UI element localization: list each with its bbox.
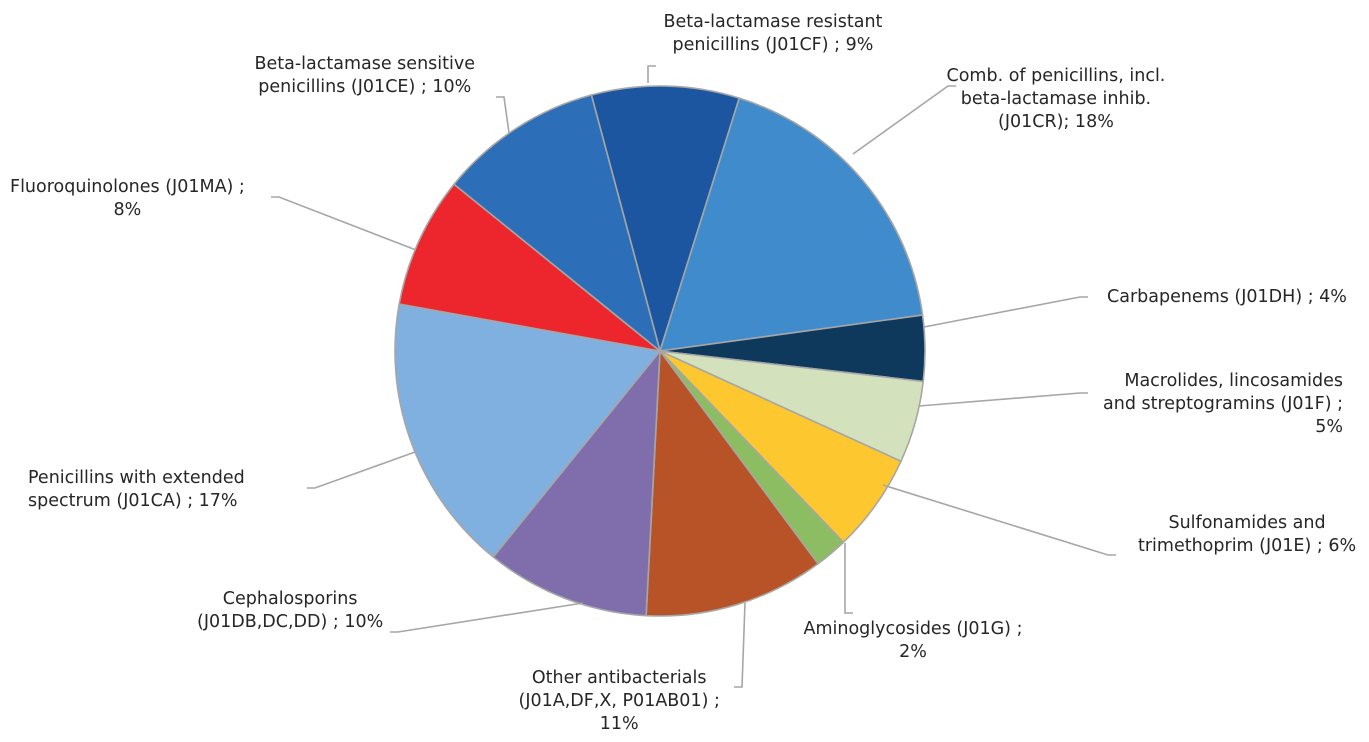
leader-line	[647, 65, 656, 83]
slice-label: Other antibacterials (J01A,DF,X, P01AB01)…	[519, 667, 720, 736]
slice-label-line: Sulfonamides and	[1168, 513, 1326, 533]
leader-line	[390, 602, 584, 633]
leader-line	[923, 296, 1088, 328]
leader-line	[852, 85, 956, 155]
slice-label-line: Fluoroquinolones (J01MA) ;	[10, 177, 245, 197]
slice-label-line: Penicillins with extended	[28, 468, 245, 488]
slice-label-line: 2%	[899, 642, 927, 662]
slice-label: Cephalosporins (J01DB,DC,DD) ; 10%	[197, 588, 383, 634]
slice-label-line: Aminoglycosides (J01G) ;	[803, 619, 1023, 639]
slice-label-line: Carbapenems (J01DH) ; 4%	[1107, 287, 1347, 307]
slice-label-line: penicillins (J01CF) ; 9%	[672, 35, 874, 55]
slice-label: Fluoroquinolones (J01MA) ; 8%	[10, 176, 245, 222]
slice-label-line: Macrolides, lincosamides	[1124, 371, 1344, 391]
slice-label-line: spectrum (J01CA) ; 17%	[28, 491, 238, 511]
leader-line	[307, 451, 416, 489]
slice-label-line: Cephalosporins	[222, 589, 358, 609]
slice-label-line: and streptogramins (J01F) ;	[1103, 394, 1344, 414]
pie-slice	[492, 348, 661, 617]
pie-slice	[394, 303, 662, 559]
slice-label: Macrolides, lincosamides and streptogrami…	[1103, 370, 1343, 439]
pie-slice	[645, 348, 820, 617]
pie-slice	[452, 94, 662, 354]
pie-slice	[398, 183, 661, 352]
leader-line	[882, 484, 1116, 556]
leader-line	[734, 602, 746, 688]
slice-label-line: 8%	[113, 200, 142, 220]
slice-label-line: penicillins (J01CE) ; 10%	[258, 77, 472, 97]
slice-label-line: (J01CR); 18%	[998, 112, 1114, 132]
slice-label: Carbapenems (J01DH) ; 4%	[1107, 286, 1347, 309]
slice-label: Beta-lactamase sensitive penicillins (J01…	[255, 53, 476, 99]
slice-label-line: Other antibacterials	[531, 668, 707, 688]
pie-slices	[394, 85, 926, 617]
slice-label-line: Beta-lactamase sensitive	[254, 54, 476, 74]
slice-label: Sulfonamides and trimethoprim (J01E) ; 6%	[1138, 512, 1356, 558]
leader-line	[271, 196, 417, 251]
pie-slice	[658, 97, 924, 352]
slice-label-line: 5%	[1315, 417, 1344, 437]
slice-label-line: trimethoprim (J01E) ; 6%	[1138, 536, 1357, 556]
leader-line	[918, 392, 1088, 407]
leader-line	[844, 543, 853, 614]
slice-label-line: (J01DB,DC,DD) ; 10%	[197, 612, 384, 632]
slice-label: Aminoglycosides (J01G) ; 2%	[804, 618, 1023, 664]
leader-line	[496, 96, 510, 134]
slice-label-line: Beta-lactamase resistant	[663, 12, 883, 32]
slice-label-line: (J01A,DF,X, P01AB01) ;	[518, 691, 720, 711]
slice-label-line: beta-lactamase inhib.	[960, 89, 1152, 109]
slice-label: Beta-lactamase resistant penicillins (J01…	[664, 11, 883, 57]
pie-slice	[590, 85, 741, 354]
slice-label-line: Comb. of penicillins, incl.	[946, 66, 1166, 86]
leader-lines	[271, 65, 1116, 688]
slice-label: Penicillins with extended spectrum (J01CA…	[28, 467, 245, 513]
slice-label-line: 11%	[599, 714, 639, 734]
slice-label: Comb. of penicillins, incl. beta-lactamas…	[947, 65, 1166, 134]
